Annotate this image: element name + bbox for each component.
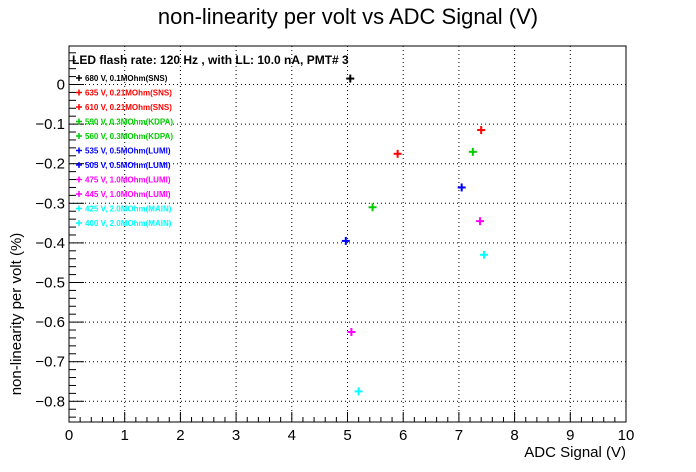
chart-title: non-linearity per volt vs ADC Signal (V) bbox=[158, 4, 538, 29]
legend-entry: 400 V, 2.0MOhm(MAIN) bbox=[76, 219, 172, 228]
x-tick-label: 5 bbox=[343, 427, 351, 444]
x-tick-label: 9 bbox=[566, 427, 574, 444]
legend-label: 425 V, 2.0MOhm(MAIN) bbox=[85, 205, 172, 214]
grid bbox=[69, 46, 626, 422]
data-point bbox=[354, 387, 363, 396]
data-point bbox=[347, 328, 356, 336]
legend-entry: 680 V, 0.1MOhm(SNS) bbox=[76, 74, 168, 83]
legend-label: 505 V, 0.5MOhm(LUMI) bbox=[85, 161, 171, 170]
x-tick-label: 7 bbox=[455, 427, 463, 444]
data-point bbox=[479, 250, 488, 259]
x-tick-label: 1 bbox=[121, 427, 129, 444]
y-tick-label: 0 bbox=[57, 77, 65, 94]
legend-entry: 535 V, 0.5MOhm(LUMI) bbox=[76, 147, 171, 156]
legend-entry: 635 V, 0.21MOhm(SNS) bbox=[76, 89, 172, 98]
y-tick-label: −0.2 bbox=[35, 156, 65, 173]
data-point bbox=[476, 217, 485, 226]
x-tick-label: 6 bbox=[399, 427, 407, 444]
data-points bbox=[341, 74, 488, 396]
legend-label: 475 V, 1.0MOhm(LUMI) bbox=[85, 176, 171, 185]
legend-label: 560 V, 0.3MOhm(KDPA) bbox=[85, 132, 173, 141]
legend-label: 400 V, 2.0MOhm(MAIN) bbox=[85, 219, 172, 228]
y-tick-label: −0.7 bbox=[35, 354, 65, 371]
data-point bbox=[341, 236, 350, 245]
legend-label: 610 V, 0.21MOhm(SNS) bbox=[85, 103, 172, 112]
legend-entry: 610 V, 0.21MOhm(SNS) bbox=[76, 103, 172, 112]
y-tick-label: −0.4 bbox=[35, 235, 65, 252]
y-tick-label: −0.8 bbox=[35, 393, 65, 410]
x-tick-label: 10 bbox=[618, 427, 635, 444]
x-tick-label: 4 bbox=[288, 427, 296, 444]
y-axis-label: non-linearity per volt (%) bbox=[8, 233, 25, 396]
y-tick-label: −0.3 bbox=[35, 195, 65, 212]
y-tick-label: −0.6 bbox=[35, 314, 65, 331]
axes: 0 1 2 3 4 5 6 7 8 9 10 0 −0.1 −0.2 −0.3 −0.4 −0.5 −0.6 −0.… bbox=[35, 52, 635, 444]
legend-entry: 590 V, 0.3MOhm(KDPA) bbox=[76, 118, 173, 127]
legend: 680 V, 0.1MOhm(SNS) 635 V, 0.21MOhm(SNS) 6… bbox=[76, 74, 173, 228]
legend-entry: 475 V, 1.0MOhm(LUMI) bbox=[76, 176, 171, 185]
x-tick-label: 8 bbox=[510, 427, 518, 444]
x-tick-label: 0 bbox=[65, 427, 73, 444]
y-tick-label: −0.1 bbox=[35, 116, 65, 133]
x-tick-label: 2 bbox=[176, 427, 184, 444]
data-point bbox=[477, 126, 486, 135]
data-point bbox=[346, 74, 355, 83]
y-tick-label: −0.5 bbox=[35, 275, 65, 292]
x-axis-label: ADC Signal (V) bbox=[524, 444, 626, 461]
legend-entry: 425 V, 2.0MOhm(MAIN) bbox=[76, 205, 172, 214]
data-point bbox=[468, 147, 477, 156]
x-tick-label: 3 bbox=[232, 427, 240, 444]
legend-label: 535 V, 0.5MOhm(LUMI) bbox=[85, 147, 171, 156]
legend-entry: 505 V, 0.5MOhm(LUMI) bbox=[76, 161, 171, 170]
data-point bbox=[457, 183, 466, 192]
data-point bbox=[368, 203, 377, 212]
legend-entry: 560 V, 0.3MOhm(KDPA) bbox=[76, 132, 173, 141]
run-annotation: LED flash rate: 120 Hz , with LL: 10.0 n… bbox=[72, 53, 349, 67]
legend-label: 680 V, 0.1MOhm(SNS) bbox=[85, 74, 168, 83]
legend-label: 590 V, 0.3MOhm(KDPA) bbox=[85, 118, 173, 127]
legend-label: 445 V, 1.0MOhm(LUMI) bbox=[85, 190, 171, 199]
legend-label: 635 V, 0.21MOhm(SNS) bbox=[85, 89, 172, 98]
data-point bbox=[393, 149, 402, 158]
legend-entry: 445 V, 1.0MOhm(LUMI) bbox=[76, 190, 171, 199]
